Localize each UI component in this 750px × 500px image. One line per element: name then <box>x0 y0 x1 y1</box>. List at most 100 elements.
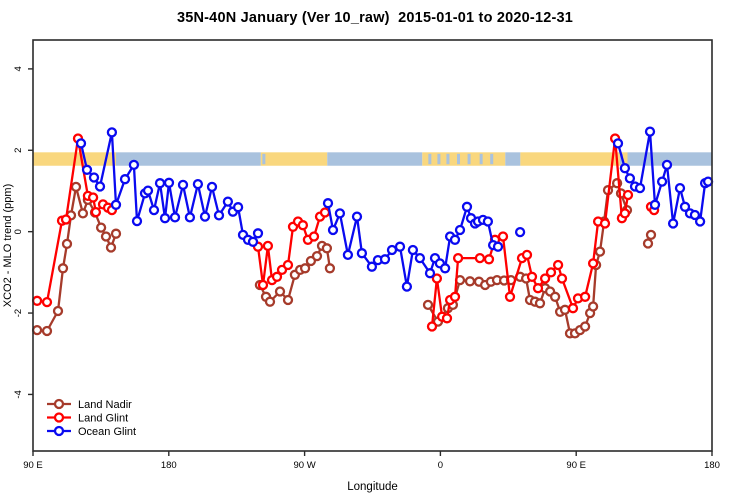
band-speckle-ocean <box>456 153 461 165</box>
data-point-marker <box>327 224 339 236</box>
data-point-marker <box>401 281 413 292</box>
data-point-marker <box>184 212 196 223</box>
y-axis-tick-label: 4 <box>13 66 24 71</box>
data-point-marker <box>61 238 73 250</box>
data-point-marker <box>656 176 668 187</box>
data-point-marker <box>57 263 69 274</box>
x-axis-tick-label: 180 <box>704 460 720 471</box>
data-point-marker <box>105 242 117 253</box>
data-point-marker <box>464 276 476 287</box>
data-point-marker <box>31 324 43 336</box>
data-point-marker <box>549 291 561 302</box>
data-point-marker <box>119 174 131 185</box>
data-point-marker <box>622 189 634 201</box>
y-axis-tick-label: 2 <box>13 148 24 153</box>
data-point-marker <box>645 229 657 241</box>
data-point-marker <box>87 192 99 203</box>
data-point-marker <box>322 198 334 209</box>
x-axis-tick-label: 0 <box>438 460 443 471</box>
data-point-marker <box>694 216 706 227</box>
land-ocean-band-segment-land <box>260 152 328 166</box>
land-ocean-band-segment-ocean <box>115 152 261 166</box>
data-point-marker <box>642 238 654 249</box>
data-point-marker <box>689 209 701 221</box>
data-point-marker <box>75 138 87 149</box>
chart-title: 35N-40N January (Ver 10_raw) 2015-01-01 … <box>176 10 574 26</box>
data-point-marker <box>110 199 122 210</box>
data-point-marker <box>177 179 189 191</box>
data-point-marker <box>587 258 599 269</box>
data-point-marker <box>674 182 686 194</box>
data-point-marker <box>213 210 225 221</box>
data-point-marker <box>497 231 509 242</box>
data-point-marker <box>556 273 568 284</box>
data-point-marker <box>521 249 533 261</box>
data-point-marker <box>552 259 564 271</box>
data-point-marker <box>159 213 171 224</box>
data-point-marker <box>386 244 398 256</box>
data-point-marker <box>308 231 320 242</box>
y-axis-tick-label: -4 <box>13 390 24 398</box>
data-point-marker <box>539 273 551 284</box>
data-point-marker <box>474 252 486 264</box>
data-point-marker <box>319 207 331 218</box>
band-speckle-land <box>94 153 100 165</box>
data-point-marker <box>649 199 661 210</box>
band-speckle-ocean <box>490 153 494 165</box>
data-point-marker <box>321 243 333 254</box>
data-point-marker <box>379 254 391 265</box>
data-point-marker <box>128 159 140 171</box>
data-point-marker <box>449 291 461 302</box>
data-point-marker <box>206 181 218 193</box>
data-point-marker <box>271 271 283 282</box>
data-point-marker <box>232 202 244 213</box>
data-point-marker <box>454 224 466 236</box>
data-point-marker <box>324 263 336 274</box>
band-speckle-ocean <box>262 153 266 165</box>
x-axis-title: Longitude <box>347 481 398 493</box>
data-point-marker <box>262 240 274 252</box>
data-point-marker <box>594 246 606 257</box>
land-ocean-band-segment-land <box>422 152 506 166</box>
data-point-marker <box>587 301 599 312</box>
band-speckle-land <box>84 153 89 165</box>
y-axis-tick-label: 0 <box>13 229 24 234</box>
data-point-marker <box>667 218 679 229</box>
data-point-marker <box>95 222 107 233</box>
data-point-marker <box>90 206 102 218</box>
data-point-marker <box>482 216 494 227</box>
legend-label: Ocean Glint <box>78 426 136 438</box>
data-point-marker <box>624 173 636 184</box>
data-point-marker <box>100 231 112 242</box>
data-point-marker <box>514 226 526 238</box>
band-speckle-ocean <box>428 153 432 165</box>
data-point-marker <box>461 201 473 212</box>
data-point-marker <box>702 176 714 187</box>
data-point-marker <box>407 244 419 256</box>
data-point-marker <box>148 204 160 216</box>
data-point-marker <box>60 214 72 225</box>
data-point-marker <box>274 286 286 297</box>
data-point-marker <box>77 208 89 219</box>
data-point-marker <box>252 228 264 239</box>
legend-marker <box>53 398 65 410</box>
data-point-marker <box>297 220 309 231</box>
data-point-marker <box>222 196 234 207</box>
data-point-marker <box>282 294 294 306</box>
data-point-marker <box>579 321 591 332</box>
data-point-marker <box>452 252 464 264</box>
land-ocean-band-segment-land <box>520 152 628 166</box>
data-point-marker <box>110 228 122 239</box>
x-axis-tick-label: 90 W <box>294 460 316 471</box>
legend-marker <box>53 425 65 437</box>
legend-marker <box>53 412 65 423</box>
x-axis-tick-label: 90 E <box>23 460 43 471</box>
data-point-marker <box>619 208 631 219</box>
data-point-marker <box>431 273 443 284</box>
data-point-marker <box>88 172 100 183</box>
data-point-marker <box>612 138 624 149</box>
data-point-marker <box>311 250 323 262</box>
plot-border <box>32 39 713 452</box>
